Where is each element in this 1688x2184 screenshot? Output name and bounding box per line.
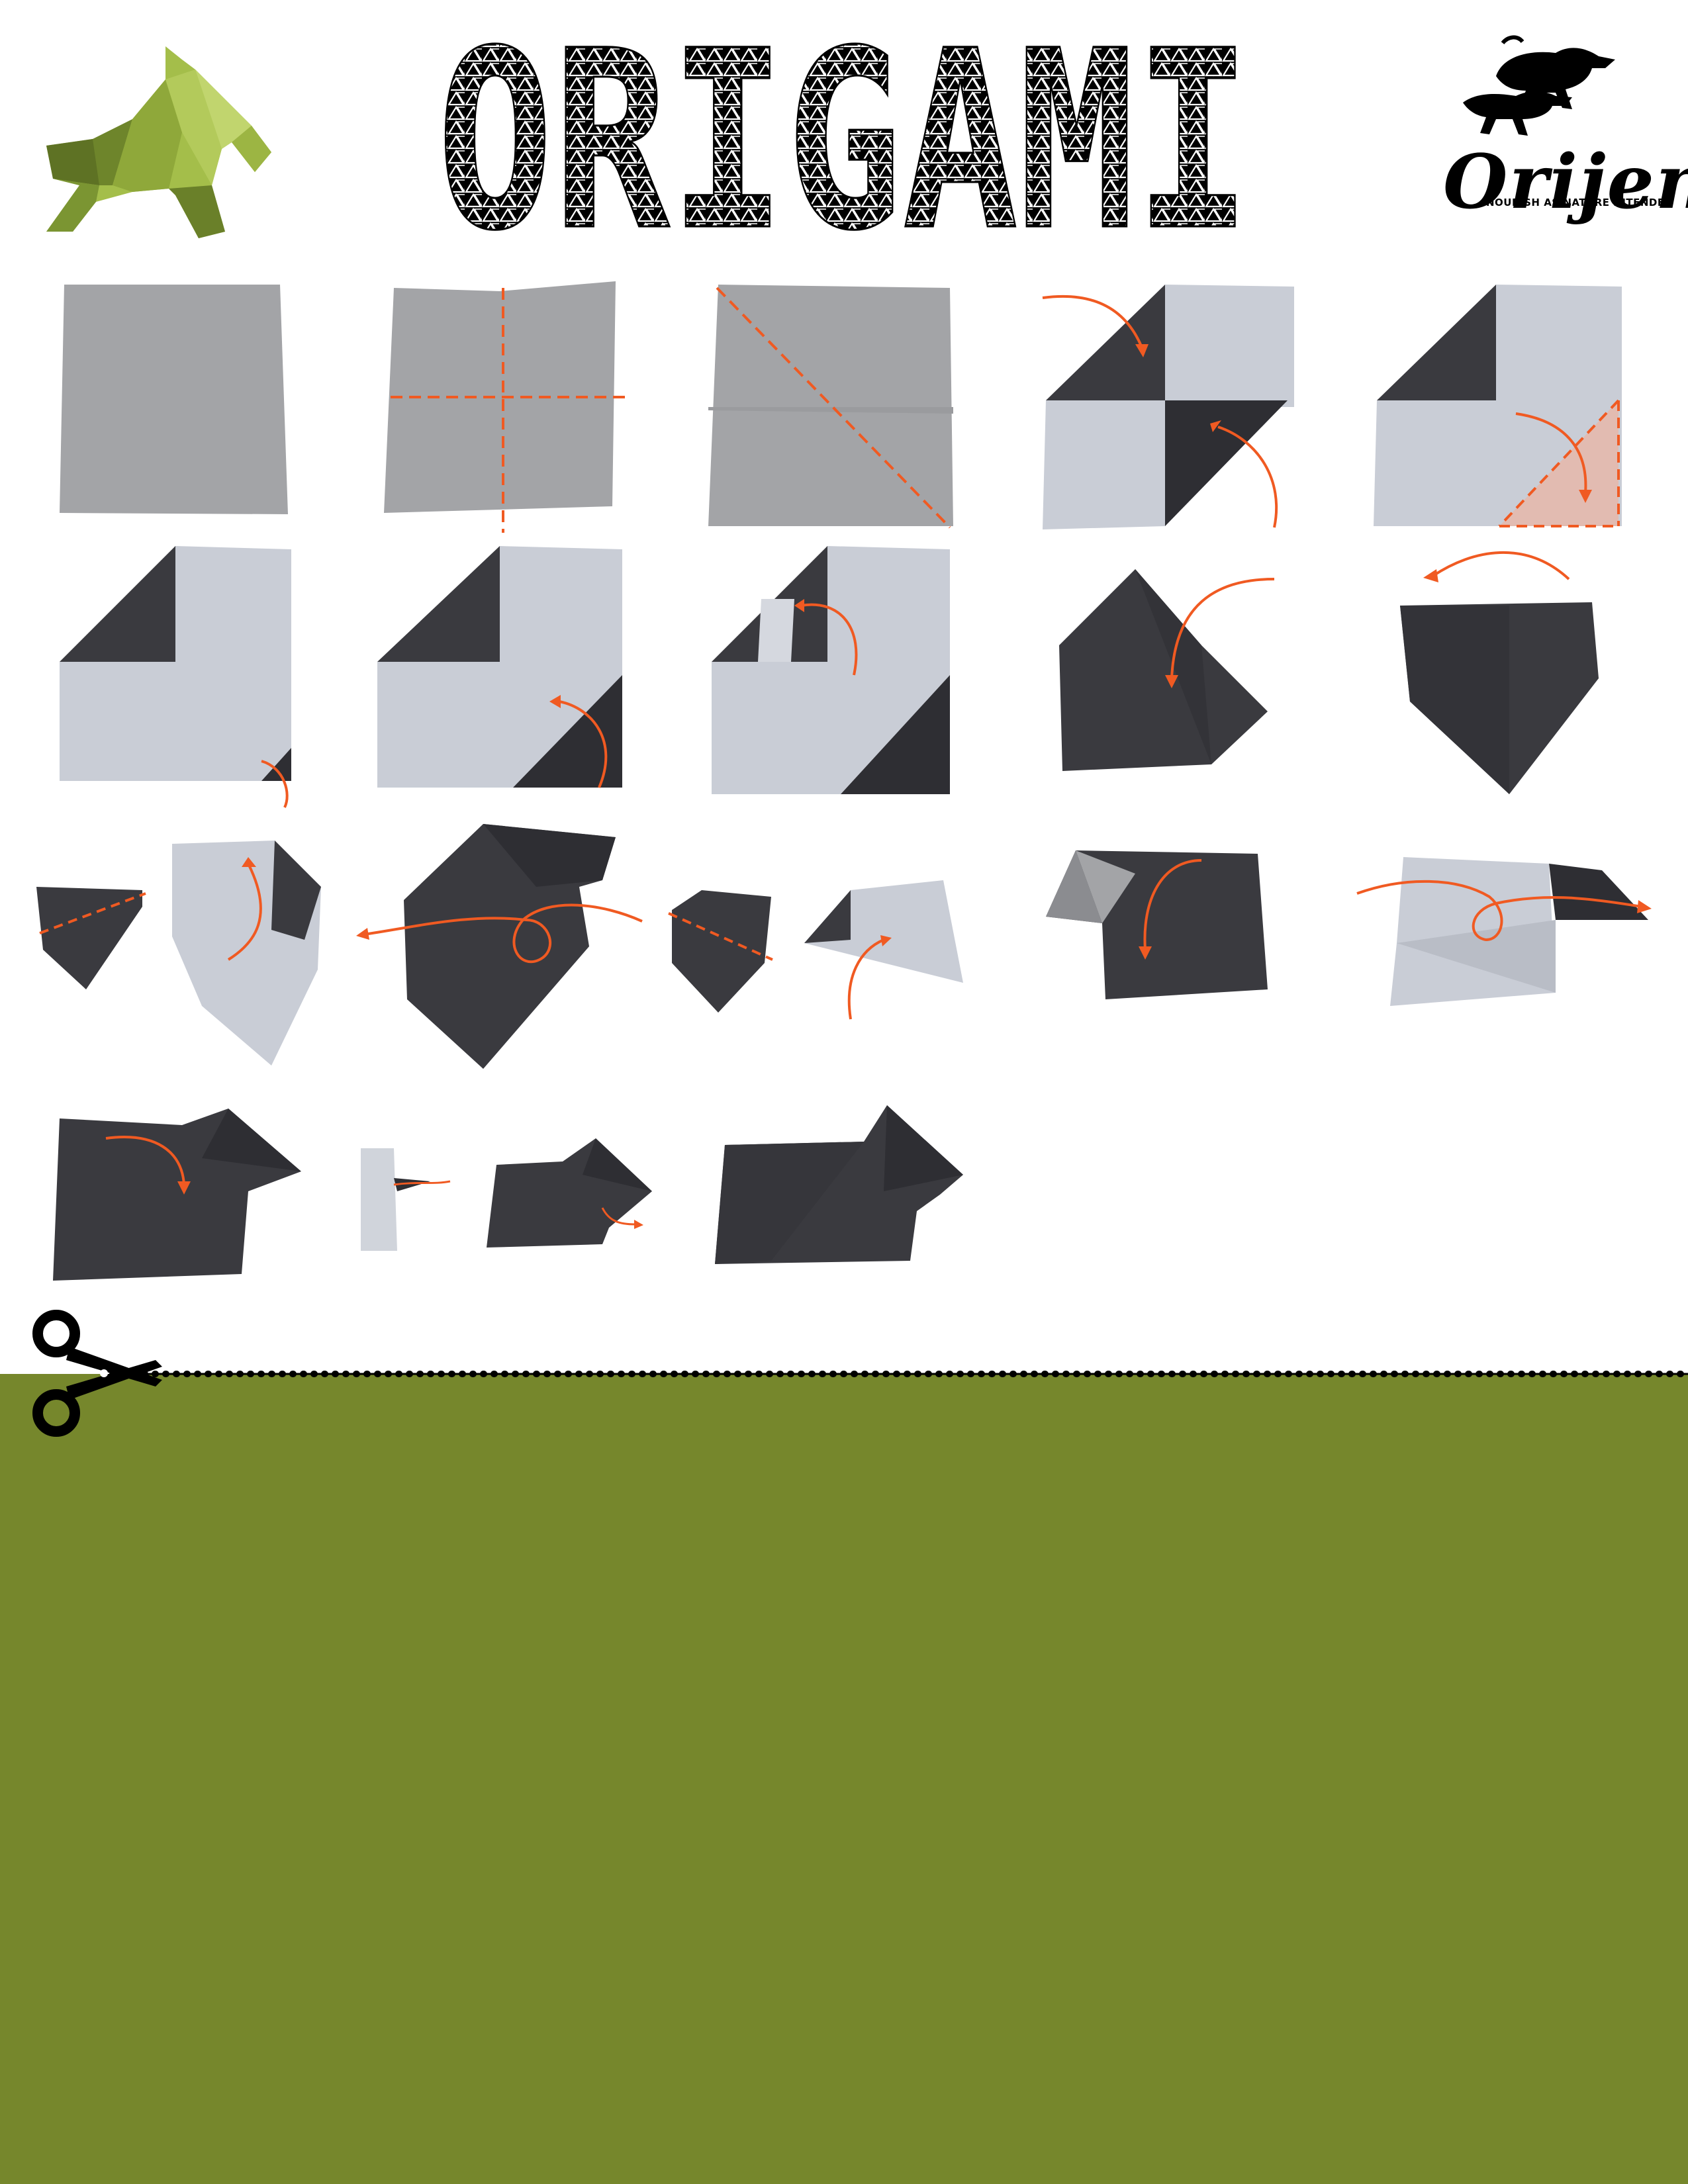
step-5 [1370, 281, 1628, 533]
step-2 [374, 278, 632, 536]
step-17b [483, 1135, 655, 1254]
step-12 [351, 821, 655, 1072]
step-1 [56, 281, 301, 520]
step-6 [56, 543, 301, 808]
step-3 [705, 281, 957, 533]
step-9 [1056, 566, 1301, 784]
scissors-icon [32, 1310, 162, 1437]
step-16 [50, 1105, 308, 1284]
brand-logo: Orijen NOURISH AS NATURE INTENDED [1430, 30, 1688, 248]
step-14 [1043, 847, 1268, 1006]
step-13a [665, 884, 778, 1016]
step-4 [1039, 281, 1294, 533]
brand-name: Orijen [1443, 139, 1688, 226]
page-title: ORIGAMI [437, 33, 1251, 245]
cut-out-paper-area [0, 1374, 1688, 2184]
step-7 [374, 543, 626, 807]
step-10 [1393, 546, 1612, 797]
title-graphic: ORIGAMI [436, 33, 1252, 245]
step-8 [708, 543, 960, 807]
origami-dog-logo [33, 33, 278, 248]
step-18-finished-dog [712, 1095, 970, 1267]
step-13b [798, 877, 963, 1023]
step-15 [1356, 850, 1662, 1016]
brand-tagline: NOURISH AS NATURE INTENDED [1486, 197, 1673, 208]
step-11b [162, 837, 334, 1075]
cut-line [109, 1371, 1688, 1377]
step-17a [357, 1145, 470, 1257]
step-11a [33, 841, 152, 999]
running-dogs-logo [1463, 35, 1615, 136]
